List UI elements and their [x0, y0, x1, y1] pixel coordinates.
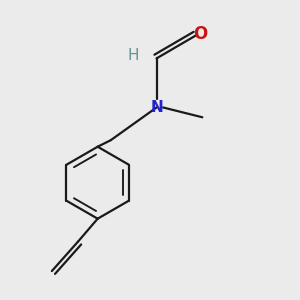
- Text: H: H: [128, 48, 140, 63]
- Text: O: O: [194, 25, 208, 43]
- Text: N: N: [150, 100, 163, 115]
